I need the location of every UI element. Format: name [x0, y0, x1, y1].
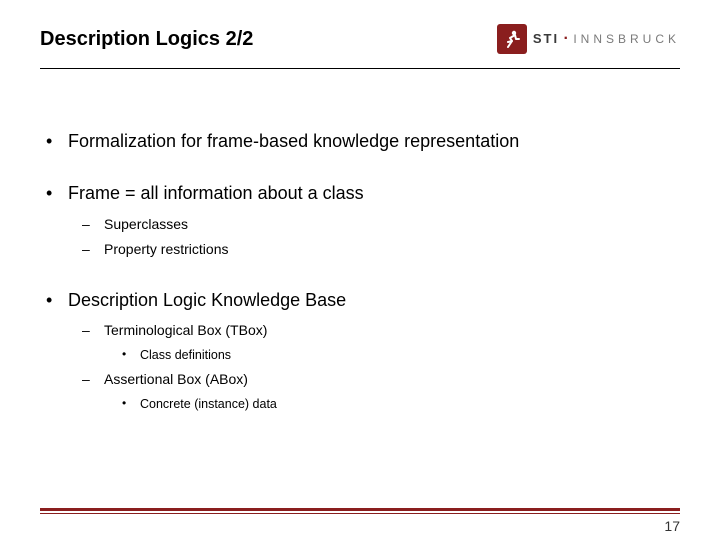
bullet-list: Formalization for frame-based knowledge …: [40, 129, 680, 414]
sub-bullet-list: Superclasses Property restrictions: [68, 214, 680, 260]
page-number: 17: [664, 518, 680, 534]
slide-footer: [40, 508, 680, 514]
sub-bullet-item: Superclasses: [68, 214, 680, 235]
sub-bullet-item: Assertional Box (ABox) Concrete (instanc…: [68, 369, 680, 414]
logo-dot: ·: [564, 30, 569, 47]
subsub-bullet-list: Concrete (instance) data: [104, 394, 680, 414]
logo-text-primary: STI · INNSBRUCK: [533, 30, 680, 48]
subsub-bullet-list: Class definitions: [104, 345, 680, 365]
slide-header: Description Logics 2/2 STI · INNSBRUCK: [40, 24, 680, 54]
bullet-item: Description Logic Knowledge Base Termino…: [40, 288, 680, 414]
footer-divider-thick: [40, 508, 680, 511]
running-figure-icon: [502, 29, 522, 49]
sub-bullet-item: Property restrictions: [68, 239, 680, 260]
slide-content: Formalization for frame-based knowledge …: [40, 69, 680, 414]
slide: Description Logics 2/2 STI · INNSBRUCK F…: [0, 0, 720, 540]
slide-title: Description Logics 2/2: [40, 28, 253, 51]
bullet-item: Frame = all information about a class Su…: [40, 181, 680, 259]
subsub-bullet-item: Concrete (instance) data: [104, 394, 680, 414]
bullet-item: Formalization for frame-based knowledge …: [40, 129, 680, 153]
sub-bullet-text: Property restrictions: [104, 241, 228, 257]
sub-bullet-item: Terminological Box (TBox) Class definiti…: [68, 320, 680, 365]
logo-text-sti: STI: [533, 31, 559, 46]
sub-bullet-list: Terminological Box (TBox) Class definiti…: [68, 320, 680, 414]
sub-bullet-text: Superclasses: [104, 216, 188, 232]
footer-divider-thin: [40, 513, 680, 514]
logo: STI · INNSBRUCK: [497, 24, 680, 54]
bullet-text: Description Logic Knowledge Base: [68, 290, 346, 310]
sub-bullet-text: Assertional Box (ABox): [104, 371, 248, 387]
logo-badge-icon: [497, 24, 527, 54]
subsub-bullet-item: Class definitions: [104, 345, 680, 365]
subsub-bullet-text: Concrete (instance) data: [140, 397, 277, 411]
sub-bullet-text: Terminological Box (TBox): [104, 322, 267, 338]
bullet-text: Frame = all information about a class: [68, 183, 364, 203]
bullet-text: Formalization for frame-based knowledge …: [68, 131, 519, 151]
logo-text-innsbruck: INNSBRUCK: [573, 32, 680, 46]
subsub-bullet-text: Class definitions: [140, 348, 231, 362]
